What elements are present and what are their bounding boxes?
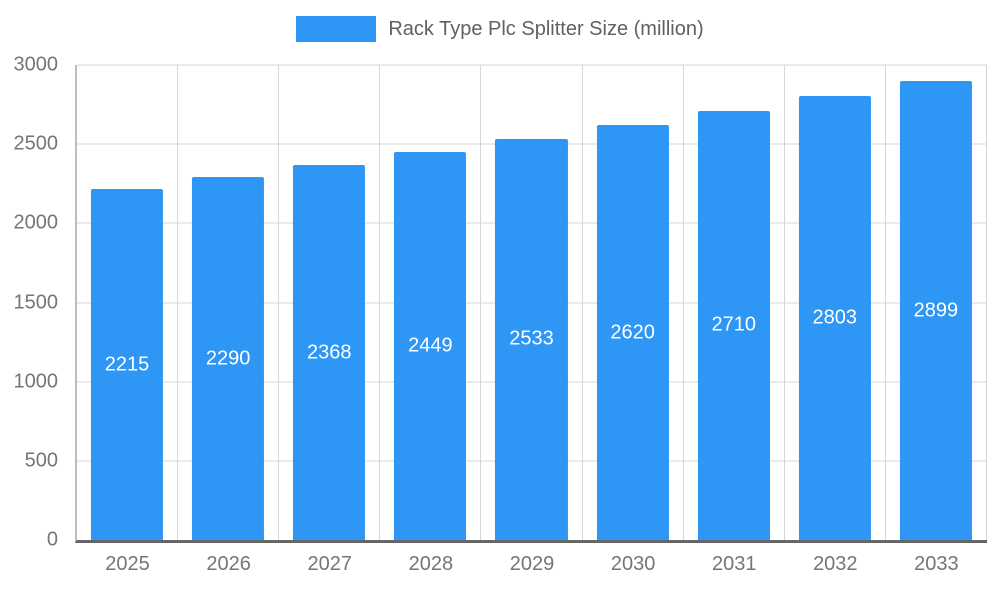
bar: 2290 <box>192 177 265 540</box>
bar-slot: 2710 <box>684 65 785 540</box>
plot-area: 2215 2290 2368 2449 2533 2620 2710 2803 2899 <box>75 64 987 543</box>
x-tick-label: 2028 <box>408 553 454 575</box>
y-tick-label: 1000 <box>13 370 59 393</box>
y-axis: 0 500 1000 1500 2000 2500 3000 <box>0 54 64 551</box>
chart-legend[interactable]: Rack Type Plc Splitter Size (million) <box>0 16 1000 42</box>
x-tick-label: 2029 <box>509 553 555 575</box>
bar: 2803 <box>798 96 871 540</box>
bar-value-label: 2215 <box>104 353 150 376</box>
bar-value-label: 2899 <box>913 299 959 321</box>
bar-slot: 2368 <box>279 65 381 540</box>
bar: 2533 <box>495 138 568 540</box>
chart-title: Rack Type Plc Splitter Size (million) <box>388 17 704 40</box>
h-gridline <box>77 64 987 66</box>
x-tick-label: 2025 <box>105 553 150 575</box>
bar-value-label: 2533 <box>509 327 554 350</box>
bar-slot: 2449 <box>380 65 482 540</box>
bar: 2449 <box>394 152 467 540</box>
y-tick-label: 1500 <box>13 291 59 313</box>
y-tick-label: 500 <box>24 449 58 472</box>
bar-value-label: 2449 <box>408 334 453 357</box>
bar: 2620 <box>596 125 669 540</box>
x-tick-label: 2026 <box>206 553 251 575</box>
x-tick-label: 2033 <box>914 553 959 575</box>
x-axis: 2025 2026 2027 2028 2029 2030 2031 2032 2033 <box>77 553 987 576</box>
x-tick-label: 2032 <box>813 553 858 575</box>
bar-value-label: 2620 <box>610 321 655 344</box>
bar-slot: 2620 <box>583 65 684 540</box>
bar-slot: 2533 <box>481 65 583 540</box>
bar-slot: 2899 <box>886 65 987 540</box>
y-tick-label: 0 <box>46 528 58 551</box>
x-tick-label: 2030 <box>610 553 656 575</box>
legend-swatch <box>296 16 377 42</box>
bar: 2899 <box>899 81 972 540</box>
bar: 2368 <box>293 165 366 540</box>
y-tick-label: 2000 <box>13 211 59 234</box>
y-tick-label: 2500 <box>13 132 59 155</box>
bar-slot: 2803 <box>785 65 886 540</box>
y-tick-label: 3000 <box>13 53 59 76</box>
bar-value-label: 2803 <box>812 306 858 329</box>
bar: 2215 <box>91 189 164 540</box>
x-tick-label: 2031 <box>711 553 757 575</box>
bar-value-label: 2368 <box>307 341 352 364</box>
bar-value-label: 2710 <box>711 313 756 336</box>
bar-value-label: 2290 <box>205 347 251 370</box>
bar-slot: 2215 <box>77 65 179 540</box>
bar-slot: 2290 <box>178 65 280 540</box>
bars-layer: 2215 2290 2368 2449 2533 2620 2710 2803 2899 <box>77 65 987 540</box>
bar: 2710 <box>697 110 770 540</box>
x-tick-label: 2027 <box>307 553 353 575</box>
